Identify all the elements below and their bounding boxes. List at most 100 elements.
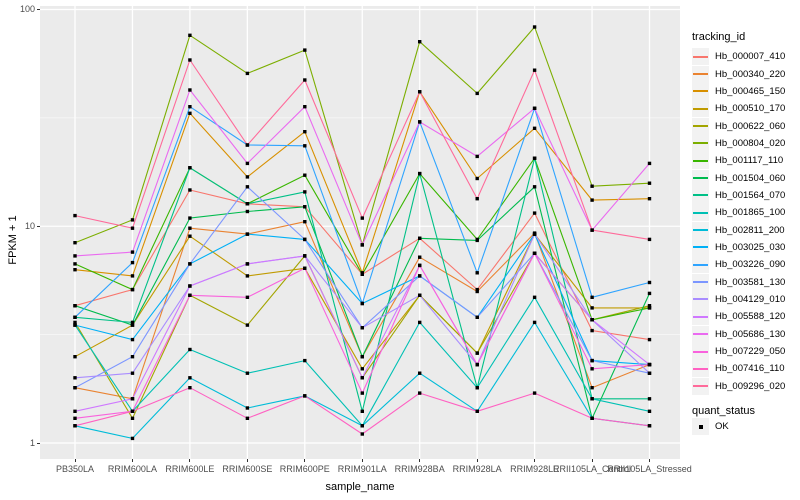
data-point [418,263,422,268]
data-point [647,197,652,201]
data-point [303,254,307,258]
data-point [360,301,364,306]
data-point [418,40,422,44]
data-point [590,386,594,390]
data-point [245,416,250,420]
data-point [532,106,537,110]
data-point [73,254,77,258]
legend-key-swatch [692,204,709,222]
legend-key-swatch [692,290,709,308]
y-tick-label: 10 [24,220,35,231]
data-point [532,251,537,255]
data-point [73,213,77,218]
legend-item-label: Hb_003226_090 [715,259,786,271]
x-tick-label: RRIM600LE [165,464,215,474]
y-tick-label: 100 [19,4,35,14]
data-point [590,228,594,232]
legend-item-label: Hb_005588_120 [715,311,786,323]
legend-key-swatch [692,100,709,118]
data-point [73,315,77,319]
x-tick-label: RRIM928BA [394,464,445,474]
data-point [418,236,422,240]
data-point [647,291,652,296]
data-point [303,130,307,134]
data-point [360,367,364,371]
x-tick-mark [649,459,650,462]
legend-item: Hb_004129_010 [692,290,786,308]
data-point [418,371,422,375]
legend-line-icon [693,125,708,128]
legend-line-icon [693,298,708,301]
data-point [188,105,192,109]
data-point [188,166,192,170]
legend-line-icon [693,385,708,388]
data-point [130,274,135,278]
legend-line-icon [693,367,708,370]
data-point [647,304,652,308]
data-point [73,323,77,327]
data-point [188,216,192,220]
legend-item: Hb_001117_110 [692,152,785,170]
data-point [475,197,479,201]
data-point [188,33,192,37]
data-point [590,397,594,401]
data-point [188,386,192,390]
data-point [130,337,135,342]
data-point [647,397,652,401]
data-point [130,436,135,441]
x-axis-title: sample_name [325,481,395,493]
data-point [73,320,77,325]
legend-key-swatch [692,65,709,83]
legend-item-label: Hb_000465_150 [715,85,786,97]
data-point [475,238,479,243]
legend-item: Hb_000007_410 [692,48,785,66]
data-point [245,406,250,410]
legend-item-label: Hb_002811_200 [715,224,785,236]
y-tick-mark [37,442,40,444]
data-point [647,161,652,166]
quant-legend-title: quant_status [692,404,755,417]
data-point [475,154,479,159]
data-point [532,320,537,325]
data-point [130,287,135,292]
x-tick-label: RRIM600SE [222,464,273,474]
data-point [73,304,77,308]
legend-item: Hb_005588_120 [692,308,786,326]
data-point [303,144,307,148]
legend-line-icon [693,107,708,110]
data-point [590,358,594,363]
data-point [73,409,77,413]
x-tick-mark [534,459,536,462]
legend-item: Hb_000804_020 [692,134,785,152]
data-point [418,391,422,395]
legend-line-icon [693,159,708,162]
data-point [73,386,77,390]
legend-key-swatch [692,325,709,343]
legend-item-label: Hb_004129_010 [715,293,786,305]
data-point [73,355,77,359]
data-point [130,226,135,230]
legend-item-label: Hb_001564_070 [715,189,786,201]
data-point [245,323,250,327]
legend-item: Hb_001504_060 [692,169,785,187]
data-point [245,175,250,179]
data-point [475,91,479,96]
x-tick-mark [74,459,76,462]
data-point [130,416,135,420]
data-point [303,358,307,363]
legend-line-icon [693,90,708,93]
legend-key-swatch [692,221,709,239]
data-point [590,295,594,299]
data-point [590,306,594,310]
data-point [130,218,135,222]
x-tick-mark [189,459,191,462]
y-tick-mark [37,225,40,227]
data-point [130,323,135,327]
data-point [73,416,77,420]
black-square-marker-icon [698,424,703,429]
data-point [73,241,77,245]
legend-item-label: Hb_003025_030 [715,241,786,253]
x-tick-label: RRII105LA_Stressed [607,464,692,474]
data-point [475,362,479,367]
legend-line-icon [693,350,708,353]
